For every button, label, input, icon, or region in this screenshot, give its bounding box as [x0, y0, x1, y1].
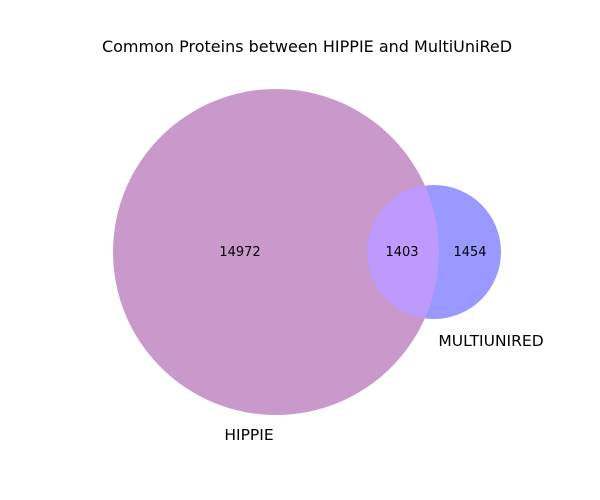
- intersection-count: 1403: [385, 245, 418, 260]
- hippie-only-count: 14972: [219, 245, 260, 260]
- hippie-set-circle: [113, 89, 439, 415]
- diagram-title: Common Proteins between HIPPIE and Multi…: [102, 37, 512, 56]
- intersection-region: [367, 185, 439, 319]
- hippie-set-label: HIPPIE: [224, 426, 273, 444]
- multiunired-only-count: 1454: [453, 245, 486, 260]
- multiunired-set-label: MULTIUNIRED: [438, 332, 543, 350]
